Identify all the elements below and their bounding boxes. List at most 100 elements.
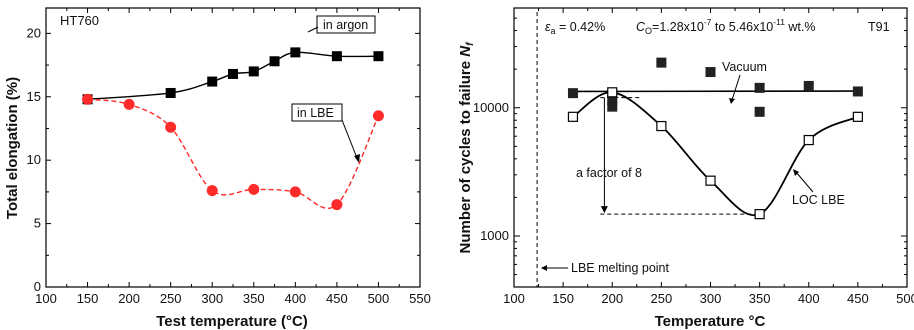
vacuum-data-point [705,67,716,78]
melting-point-arrowhead [541,265,547,271]
oxygen-exponent-a: -7 [704,17,712,27]
vacuum-data-point [567,88,578,99]
nf-symbol: N [457,45,474,57]
oxygen-unit: wt.% [785,20,816,34]
left-y-tick-label: 15 [27,89,41,104]
vacuum-data-point [754,82,765,93]
factor-arrowhead [600,206,608,214]
oxygen-range-b: to 5.46x10 [711,20,773,34]
lbe-data-point [248,183,260,195]
loc-lbe-data-point [852,111,863,122]
vacuum-data-point [607,101,618,112]
lbe-data-point [372,110,384,122]
lbe-data-point [165,121,177,133]
in-lbe-arrowhead [354,154,360,163]
argon-data-point [290,47,301,58]
left-x-tick-label: 250 [160,291,182,306]
argon-data-point [269,56,280,67]
oxygen-symbol: C [636,20,646,34]
right-x-tick-label: 350 [749,291,771,306]
strain-amplitude-label: εa = 0.42% [545,20,605,36]
right-x-tick-label: 300 [700,291,722,306]
right-tick-labels: 100 150 200 250 300 350 400 450 500 1000 10000 [473,100,914,306]
left-x-tick-label: 550 [409,291,431,306]
left-x-axis-label: Test temperature (°C) [156,313,308,330]
vacuum-data-point [852,86,863,97]
factor-of-8-label: a factor of 8 [576,166,642,180]
strain-value: = 0.42% [556,20,606,34]
right-y-axis-label-text: Number of cycles to failure [457,57,474,254]
loc-lbe-data-point [607,87,618,98]
left-x-tick-label: 100 [35,291,57,306]
right-markers [567,57,863,220]
right-y-tick-label: 10000 [473,100,509,115]
left-x-tick-label: 350 [243,291,265,306]
loc-lbe-arrowhead [793,169,799,176]
argon-data-point [331,51,342,62]
vacuum-arrowhead [729,98,735,104]
strain-symbol: ε [545,20,551,34]
left-y-tick-label: 5 [34,216,41,231]
nf-subscript: f [465,41,476,46]
right-chart: 100150200250300350400450500100010000 εa … [457,7,914,330]
argon-data-point [228,68,238,79]
loc-lbe-data-point [803,134,814,146]
left-x-tick-label: 400 [284,291,306,306]
strain-subscript: a [551,26,556,36]
right-x-tick-label: 450 [847,291,869,306]
vacuum-data-point [803,80,814,91]
in-argon-box [316,15,376,34]
right-x-tick-label: 100 [503,291,525,306]
lbe-data-point [82,93,94,105]
vacuum-pointer [731,74,741,101]
loc-lbe-pointer [795,171,814,193]
oxygen-exponent-b: -11 [773,17,785,27]
loc-lbe-data-point [567,111,579,122]
left-plot-frame [45,7,421,288]
loc-lbe-data-point [754,209,765,220]
in-argon-pointer [307,26,319,33]
vacuum-data-point [754,106,765,117]
left-chart: 100 150 200 250 300 350 400 450 500 550 0 5 10 15 20 H… [4,7,431,330]
factor-of-8-indicator [600,97,760,215]
vacuum-label: Vacuum [722,60,767,74]
argon-data-point [207,76,218,87]
lbe-data-point [331,199,343,211]
left-x-tick-label: 300 [201,291,223,306]
left-x-tick-label: 200 [118,291,140,306]
left-y-tick-label: 10 [27,152,41,167]
in-lbe-box [291,103,343,122]
oxygen-subscript: O [645,26,652,36]
argon-data-point [373,51,384,62]
lbe-data-point [289,186,301,198]
right-plot-frame [513,7,908,288]
left-y-tick-label: 0 [34,279,41,294]
right-x-axis-label: Temperature °C [655,313,766,330]
right-axis-ticks [513,8,908,287]
lbe-data-point [123,98,135,110]
in-lbe-pointer [341,119,358,159]
oxygen-range-a: =1.28x10 [652,20,704,34]
left-chart-title: HT760 [60,13,99,28]
vacuum-data-point [656,57,667,68]
argon-data-point [165,87,176,98]
argon-data-point [248,66,259,77]
right-y-axis-label: Number of cycles to failure Nf [457,41,476,254]
in-argon-label: in argon [323,18,368,32]
right-y-tick-label: 1000 [480,228,509,243]
vacuum-data-point [607,94,618,105]
left-tick-labels: 100 150 200 250 300 350 400 450 500 550 0 5 10 15 20 [27,25,431,306]
material-label: T91 [868,20,890,34]
left-x-tick-label: 150 [77,291,99,306]
right-x-tick-label: 400 [798,291,820,306]
lbe-data-point [206,185,218,197]
left-x-tick-label: 450 [326,291,348,306]
right-x-tick-label: 250 [651,291,673,306]
left-x-tick-label: 500 [368,291,390,306]
left-y-tick-label: 20 [27,25,41,40]
right-x-tick-label: 500 [896,291,914,306]
right-x-tick-label: 150 [552,291,574,306]
melting-point-label: LBE melting point [571,261,670,275]
